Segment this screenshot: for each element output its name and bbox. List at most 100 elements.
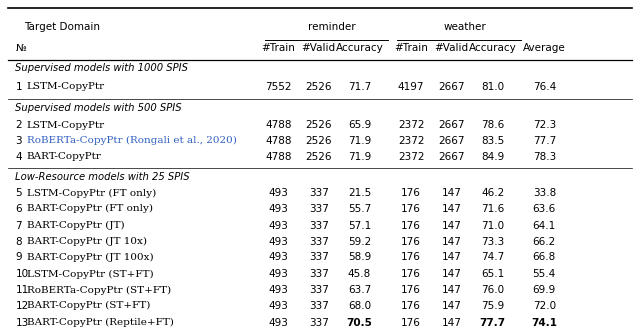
Text: Accuracy: Accuracy [335,43,383,53]
Text: 78.3: 78.3 [532,152,556,162]
Text: 147: 147 [442,301,461,311]
Text: Average: Average [523,43,566,53]
Text: reminder: reminder [308,22,356,32]
Text: 176: 176 [401,285,421,295]
Text: BART-CopyPtr: BART-CopyPtr [27,152,102,161]
Text: 10: 10 [15,269,29,279]
Text: 84.9: 84.9 [481,152,504,162]
Text: Supervised models with 1000 SPIS: Supervised models with 1000 SPIS [15,63,188,73]
Text: 493: 493 [269,285,289,295]
Text: 55.7: 55.7 [348,204,371,214]
Text: 78.6: 78.6 [481,120,504,130]
Text: 337: 337 [308,237,329,247]
Text: RoBERTa-CopyPtr (ST+FT): RoBERTa-CopyPtr (ST+FT) [27,286,171,295]
Text: #Train: #Train [262,43,296,53]
Text: 2667: 2667 [438,82,465,92]
Text: 46.2: 46.2 [481,188,504,198]
Text: 147: 147 [442,237,461,247]
Text: 147: 147 [442,269,461,279]
Text: BART-CopyPtr (JT 10x): BART-CopyPtr (JT 10x) [27,237,147,246]
Text: 76.0: 76.0 [481,285,504,295]
Text: 63.6: 63.6 [532,204,556,214]
Text: 65.9: 65.9 [348,120,371,130]
Text: 71.6: 71.6 [481,204,504,214]
Text: 64.1: 64.1 [532,221,556,231]
Text: 337: 337 [308,301,329,311]
Text: #Train: #Train [394,43,428,53]
Text: 66.8: 66.8 [532,253,556,262]
Text: #Valid: #Valid [434,43,468,53]
Text: 6: 6 [15,204,22,214]
Text: Supervised models with 500 SPIS: Supervised models with 500 SPIS [15,103,182,113]
Text: Low-Resource models with 25 SPIS: Low-Resource models with 25 SPIS [15,172,190,182]
Text: BART-CopyPtr (JT 100x): BART-CopyPtr (JT 100x) [27,253,154,262]
Text: 11: 11 [15,285,29,295]
Text: 147: 147 [442,204,461,214]
Text: 73.3: 73.3 [481,237,504,247]
Text: 3: 3 [15,136,22,146]
Text: 493: 493 [269,188,289,198]
Text: 176: 176 [401,269,421,279]
Text: 71.9: 71.9 [348,152,371,162]
Text: 63.7: 63.7 [348,285,371,295]
Text: 83.5: 83.5 [481,136,504,146]
Text: 71.0: 71.0 [481,221,504,231]
Text: 493: 493 [269,318,289,328]
Text: 2: 2 [15,120,22,130]
Text: 2667: 2667 [438,136,465,146]
Text: 59.2: 59.2 [348,237,371,247]
Text: 45.8: 45.8 [348,269,371,279]
Text: 55.4: 55.4 [532,269,556,279]
Text: 57.1: 57.1 [348,221,371,231]
Text: 71.9: 71.9 [348,136,371,146]
Text: LSTM-CopyPtr: LSTM-CopyPtr [27,121,105,130]
Text: 33.8: 33.8 [532,188,556,198]
Text: 337: 337 [308,318,329,328]
Text: 13: 13 [15,318,29,328]
Text: 75.9: 75.9 [481,301,504,311]
Text: 7: 7 [15,221,22,231]
Text: 81.0: 81.0 [481,82,504,92]
Text: 70.5: 70.5 [347,318,372,328]
Text: 176: 176 [401,318,421,328]
Text: 2372: 2372 [398,136,424,146]
Text: 2526: 2526 [305,152,332,162]
Text: BART-CopyPtr (FT only): BART-CopyPtr (FT only) [27,204,153,214]
Text: 4: 4 [15,152,22,162]
Text: 493: 493 [269,301,289,311]
Text: RoBERTa-CopyPtr (Rongali et al., 2020): RoBERTa-CopyPtr (Rongali et al., 2020) [27,136,237,145]
Text: 9: 9 [15,253,22,262]
Text: 5: 5 [15,188,22,198]
Text: 58.9: 58.9 [348,253,371,262]
Text: 74.7: 74.7 [481,253,504,262]
Text: 76.4: 76.4 [532,82,556,92]
Text: 337: 337 [308,285,329,295]
Text: 337: 337 [308,188,329,198]
Text: 147: 147 [442,221,461,231]
Text: 72.3: 72.3 [532,120,556,130]
Text: LSTM-CopyPtr (FT only): LSTM-CopyPtr (FT only) [27,189,156,198]
Text: 8: 8 [15,237,22,247]
Text: 12: 12 [15,301,29,311]
Text: #Valid: #Valid [301,43,336,53]
Text: 493: 493 [269,269,289,279]
Text: 74.1: 74.1 [531,318,557,328]
Text: 337: 337 [308,221,329,231]
Text: 147: 147 [442,285,461,295]
Text: 72.0: 72.0 [532,301,556,311]
Text: 147: 147 [442,253,461,262]
Text: 4788: 4788 [266,136,292,146]
Text: Target Domain: Target Domain [24,22,100,32]
Text: weather: weather [444,22,486,32]
Text: №: № [15,43,26,53]
Text: 2372: 2372 [398,120,424,130]
Text: 337: 337 [308,204,329,214]
Text: LSTM-CopyPtr: LSTM-CopyPtr [27,82,105,91]
Text: 493: 493 [269,221,289,231]
Text: 176: 176 [401,253,421,262]
Text: 68.0: 68.0 [348,301,371,311]
Text: 337: 337 [308,269,329,279]
Text: 176: 176 [401,188,421,198]
Text: 147: 147 [442,318,461,328]
Text: 21.5: 21.5 [348,188,371,198]
